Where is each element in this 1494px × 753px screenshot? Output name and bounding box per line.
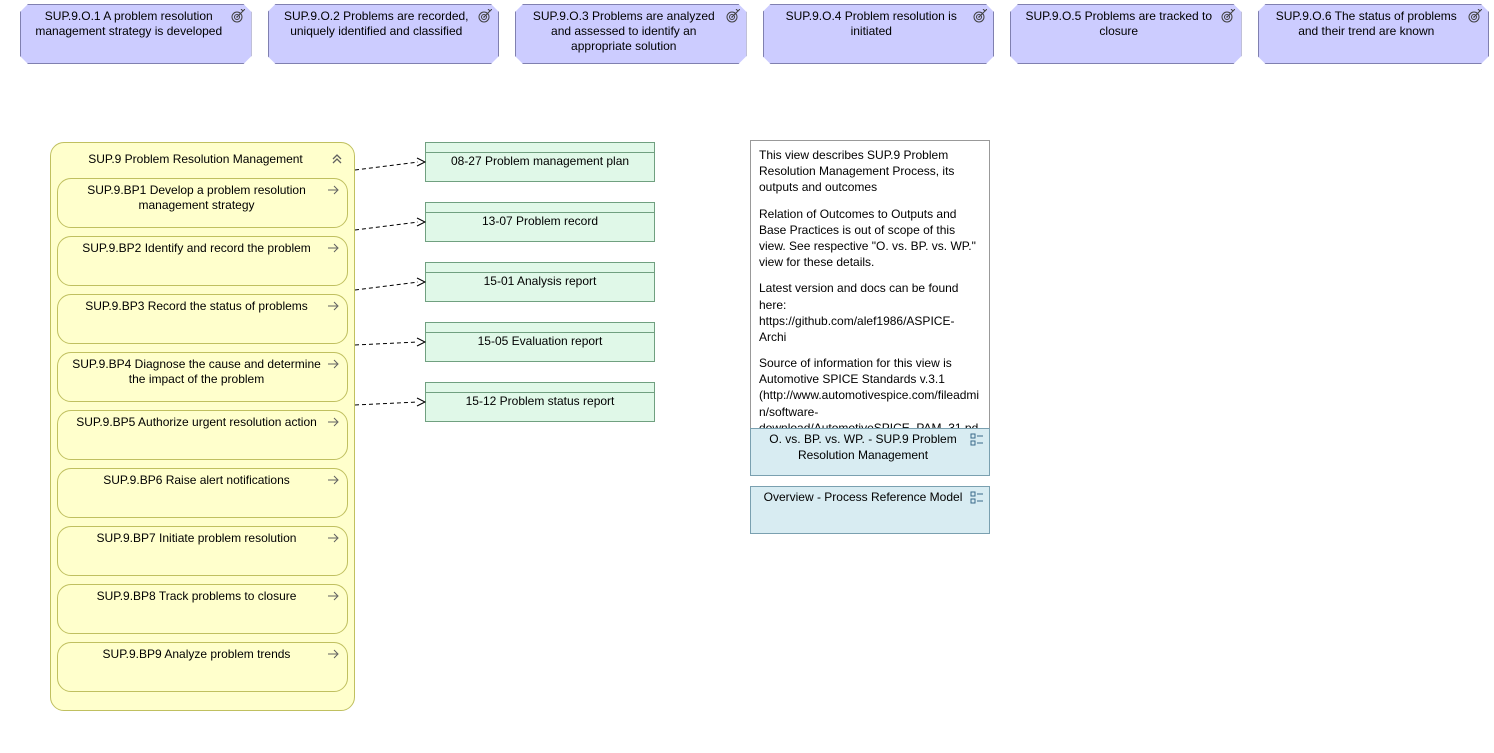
outcome-label: SUP.9.O.6 The status of problems and the… (1267, 9, 1467, 39)
output-label: 15-01 Analysis report (426, 274, 654, 288)
output-artifact[interactable]: 13-07 Problem record (425, 202, 655, 242)
base-practice[interactable]: SUP.9.BP1 Develop a problem resolution m… (57, 178, 348, 228)
bp-label: SUP.9.BP7 Initiate problem resolution (97, 531, 297, 546)
output-header-bar (426, 263, 654, 273)
target-icon (231, 9, 245, 23)
bp-label: SUP.9.BP5 Authorize urgent resolution ac… (76, 415, 317, 430)
base-practice[interactable]: SUP.9.BP5 Authorize urgent resolution ac… (57, 410, 348, 460)
output-label: 08-27 Problem management plan (426, 154, 654, 168)
arrow-right-icon (327, 300, 341, 312)
outcome-node[interactable]: SUP.9.O.2 Problems are recorded, uniquel… (268, 4, 500, 64)
collapse-up-icon[interactable] (330, 151, 344, 165)
output-header-bar (426, 383, 654, 393)
related-view-link[interactable]: Overview - Process Reference Model (750, 486, 990, 534)
outcome-node[interactable]: SUP.9.O.6 The status of problems and the… (1258, 4, 1490, 64)
output-label: 13-07 Problem record (426, 214, 654, 228)
bp-label: SUP.9.BP6 Raise alert notifications (103, 473, 290, 488)
arrow-right-icon (327, 474, 341, 486)
output-label: 15-05 Evaluation report (426, 334, 654, 348)
outcome-node[interactable]: SUP.9.O.5 Problems are tracked to closur… (1010, 4, 1242, 64)
description-note: This view describes SUP.9 Problem Resolu… (750, 140, 990, 459)
outcome-label: SUP.9.O.2 Problems are recorded, uniquel… (277, 9, 477, 39)
related-view-link[interactable]: O. vs. BP. vs. WP. - SUP.9 Problem Resol… (750, 428, 990, 476)
arrow-right-icon (327, 358, 341, 370)
process-box[interactable]: SUP.9 Problem Resolution Management SUP.… (50, 142, 355, 711)
arrow-right-icon (327, 532, 341, 544)
output-artifact[interactable]: 08-27 Problem management plan (425, 142, 655, 182)
view-list-icon (970, 433, 984, 452)
outcomes-row: SUP.9.O.1 A problem resolution managemen… (20, 4, 1489, 64)
bp-label: SUP.9.BP3 Record the status of problems (85, 299, 308, 314)
outcome-label: SUP.9.O.3 Problems are analyzed and asse… (524, 9, 724, 54)
arrow-right-icon (327, 242, 341, 254)
link-label: Overview - Process Reference Model (764, 490, 963, 504)
output-label: 15-12 Problem status report (426, 394, 654, 408)
base-practice[interactable]: SUP.9.BP7 Initiate problem resolution (57, 526, 348, 576)
note-paragraph: Latest version and docs can be found her… (759, 280, 981, 345)
bp-label: SUP.9.BP2 Identify and record the proble… (82, 241, 311, 256)
process-container: SUP.9 Problem Resolution Management SUP.… (50, 142, 355, 711)
view-list-icon (970, 491, 984, 510)
outputs-column: 08-27 Problem management plan 13-07 Prob… (425, 142, 655, 442)
arrow-right-icon (327, 184, 341, 196)
output-header-bar (426, 203, 654, 213)
outcome-node[interactable]: SUP.9.O.1 A problem resolution managemen… (20, 4, 252, 64)
target-icon (478, 9, 492, 23)
output-artifact[interactable]: 15-05 Evaluation report (425, 322, 655, 362)
bp-label: SUP.9.BP9 Analyze problem trends (103, 647, 291, 662)
target-icon (1468, 9, 1482, 23)
target-icon (1221, 9, 1235, 23)
outcome-node[interactable]: SUP.9.O.3 Problems are analyzed and asse… (515, 4, 747, 64)
note-paragraph: Relation of Outcomes to Outputs and Base… (759, 206, 981, 271)
arrow-right-icon (327, 590, 341, 602)
note-paragraph: This view describes SUP.9 Problem Resolu… (759, 147, 981, 196)
bp-label: SUP.9.BP1 Develop a problem resolution m… (68, 183, 325, 213)
outcome-label: SUP.9.O.4 Problem resolution is initiate… (772, 9, 972, 39)
output-artifact[interactable]: 15-12 Problem status report (425, 382, 655, 422)
outcome-label: SUP.9.O.5 Problems are tracked to closur… (1019, 9, 1219, 39)
bp-label: SUP.9.BP8 Track problems to closure (97, 589, 297, 604)
base-practice[interactable]: SUP.9.BP9 Analyze problem trends (57, 642, 348, 692)
arrow-right-icon (327, 648, 341, 660)
target-icon (726, 9, 740, 23)
base-practice[interactable]: SUP.9.BP4 Diagnose the cause and determi… (57, 352, 348, 402)
base-practice[interactable]: SUP.9.BP8 Track problems to closure (57, 584, 348, 634)
link-label: O. vs. BP. vs. WP. - SUP.9 Problem Resol… (769, 432, 956, 462)
process-title-text: SUP.9 Problem Resolution Management (88, 152, 303, 166)
process-title: SUP.9 Problem Resolution Management (57, 149, 348, 172)
outcome-label: SUP.9.O.1 A problem resolution managemen… (29, 9, 229, 39)
base-practice[interactable]: SUP.9.BP2 Identify and record the proble… (57, 236, 348, 286)
target-icon (973, 9, 987, 23)
output-header-bar (426, 323, 654, 333)
outcome-node[interactable]: SUP.9.O.4 Problem resolution is initiate… (763, 4, 995, 64)
bp-label: SUP.9.BP4 Diagnose the cause and determi… (68, 357, 325, 387)
output-header-bar (426, 143, 654, 153)
output-artifact[interactable]: 15-01 Analysis report (425, 262, 655, 302)
base-practice[interactable]: SUP.9.BP6 Raise alert notifications (57, 468, 348, 518)
arrow-right-icon (327, 416, 341, 428)
base-practice[interactable]: SUP.9.BP3 Record the status of problems (57, 294, 348, 344)
